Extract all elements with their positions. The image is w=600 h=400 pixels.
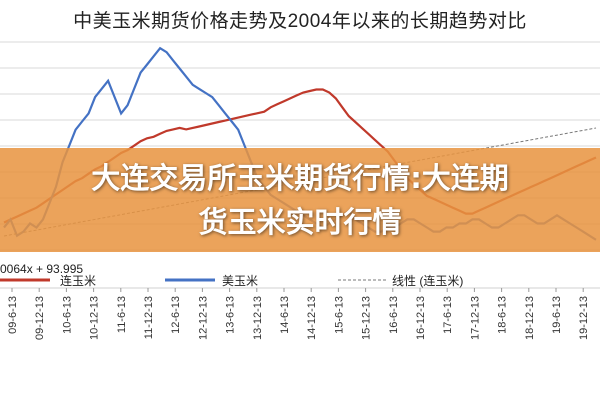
x-tick-label: 12-12-13	[197, 296, 209, 340]
x-tick-label: 19-12-13	[578, 296, 590, 340]
x-tick-label: 10-6-13	[61, 296, 73, 334]
x-tick-label: 10-12-13	[89, 296, 101, 340]
x-tick-label: 09-12-13	[34, 296, 46, 340]
x-tick-label: 11-6-13	[116, 296, 128, 333]
trendline-equation: 0064x + 93.995	[0, 262, 84, 276]
banner-line-2: 货玉米实时行情	[198, 205, 402, 239]
overlay-banner	[0, 148, 600, 252]
legend-label-us-corn: 美玉米	[222, 274, 259, 288]
legend-label-linear-trend: 线性 (连玉米)	[392, 274, 464, 288]
x-tick-label: 11-12-13	[143, 296, 155, 339]
x-tick-label: 09-6-13	[7, 296, 19, 334]
x-tick-label: 17-12-13	[469, 296, 481, 340]
x-tick-label: 17-6-13	[442, 296, 454, 334]
x-axis-ticks: 09-6-13 09-12-13 10-6-13 10-12-13 11-6-13 11-…	[7, 288, 590, 340]
x-tick-label: 15-6-13	[333, 296, 345, 334]
banner-line-1: 大连交易所玉米期货行情:大连期	[91, 161, 509, 195]
x-tick-label: 14-6-13	[279, 296, 291, 334]
legend-label-dce-corn: 连玉米	[60, 274, 97, 288]
x-tick-label: 18-6-13	[497, 296, 509, 334]
overlay-banner-text: 大连交易所玉米期货行情:大连期 货玉米实时行情	[0, 156, 600, 244]
x-tick-label: 19-6-13	[551, 296, 563, 334]
x-tick-label: 13-12-13	[252, 296, 264, 340]
x-tick-label: 16-6-13	[388, 296, 400, 334]
x-tick-label: 18-12-13	[524, 296, 536, 340]
x-tick-label: 14-12-13	[306, 296, 318, 340]
x-tick-label: 16-12-13	[415, 296, 427, 340]
x-tick-label: 15-12-13	[361, 296, 373, 340]
x-tick-label: 12-6-13	[170, 296, 182, 334]
x-tick-label: 13-6-13	[225, 296, 237, 334]
chart-title: 中美玉米期货价格走势及2004年以来的长期趋势对比	[73, 11, 527, 32]
